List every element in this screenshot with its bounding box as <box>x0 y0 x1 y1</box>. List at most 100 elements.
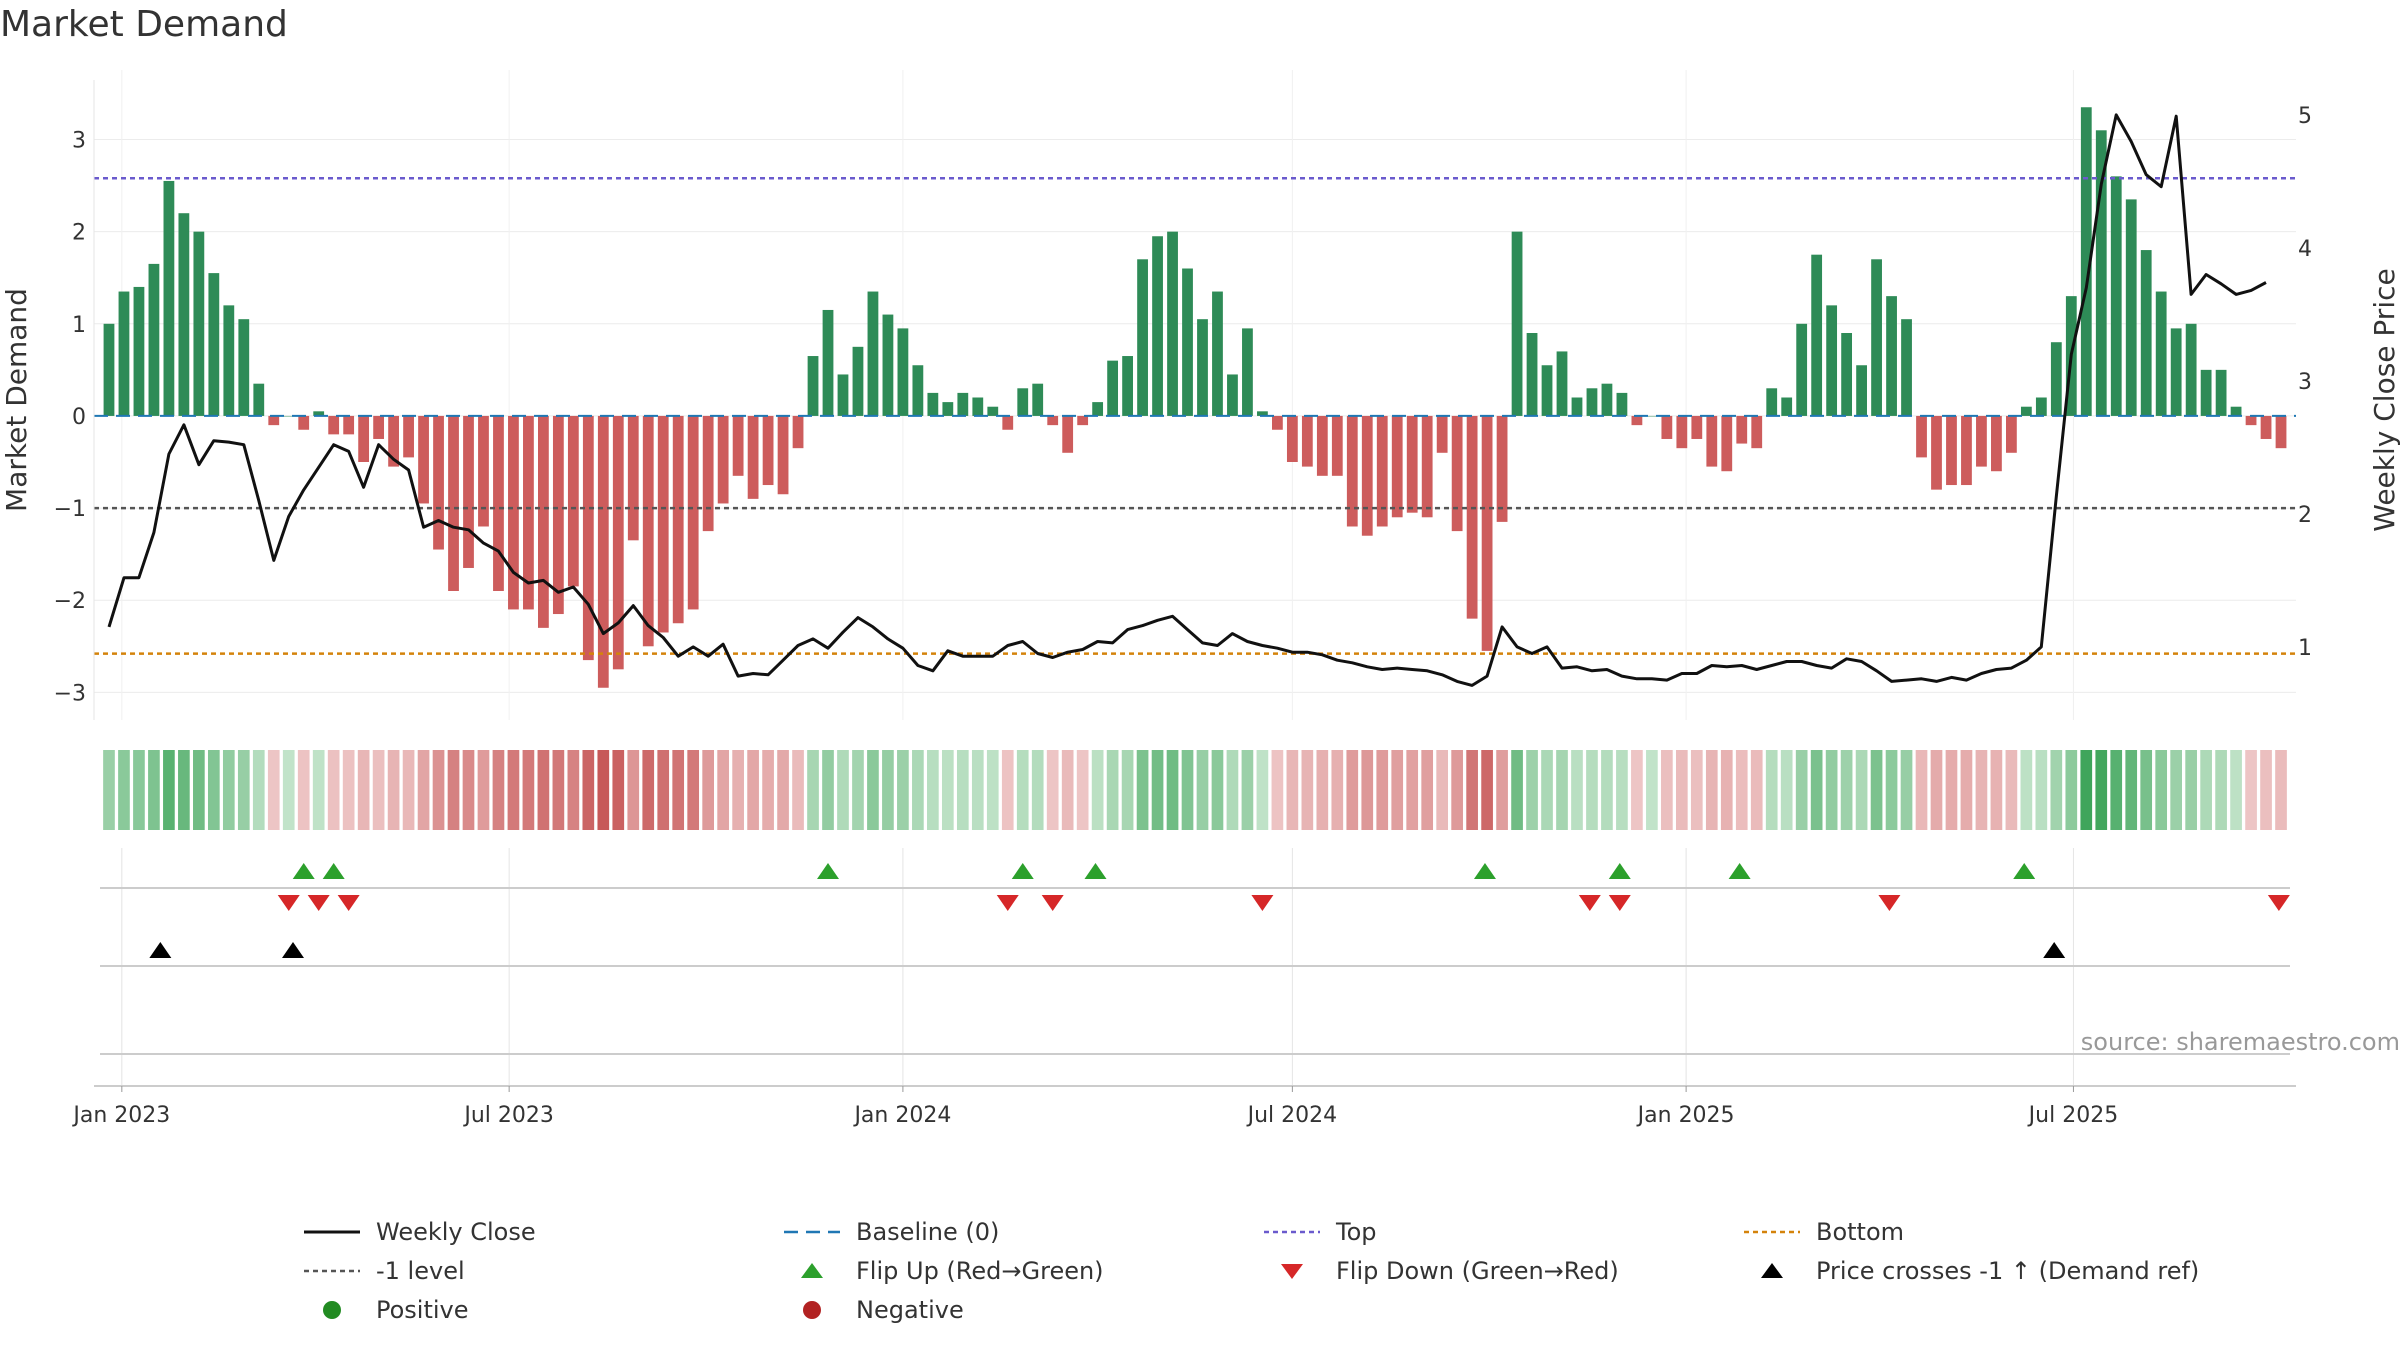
heat-cell <box>1301 750 1314 830</box>
demand-bar <box>1092 402 1104 416</box>
heat-cell <box>327 750 340 830</box>
heat-cell <box>2020 750 2033 830</box>
y-tick-label: 0 <box>72 405 86 430</box>
demand-bar <box>1931 415 1942 490</box>
flip-down-marker <box>1578 895 1601 911</box>
reference-levels <box>94 176 2296 655</box>
y-tick-label: −2 <box>54 589 86 614</box>
demand-bar <box>612 415 624 670</box>
heat-cell <box>1975 750 1988 830</box>
heat-cell <box>2200 750 2212 830</box>
demand-bar <box>2050 342 2062 416</box>
demand-bar <box>2110 176 2122 416</box>
demand-bar <box>2275 415 2287 449</box>
x-tick-label: Jul 2023 <box>462 1103 554 1128</box>
legend-item-flip-down: Flip Down (Green→Red) <box>1260 1255 1740 1286</box>
heat-cell <box>567 750 580 830</box>
demand-bar <box>1796 323 1808 416</box>
heat-cell <box>777 750 789 830</box>
demand-bar <box>1721 415 1733 472</box>
demand-bar <box>1257 411 1268 416</box>
heat-cell <box>1361 750 1374 830</box>
heat-cell <box>312 750 325 830</box>
legend-label: Flip Down (Green→Red) <box>1336 1256 1619 1285</box>
heat-cell <box>118 750 130 830</box>
demand-bar <box>2020 406 2032 416</box>
flip-down-marker <box>1251 895 1274 911</box>
demand-bar <box>1706 415 1718 467</box>
y2-tick-label: 3 <box>2298 370 2312 395</box>
flip-down-marker <box>1878 895 1901 911</box>
heat-cell <box>837 750 849 830</box>
demand-bar <box>972 397 984 416</box>
x-axis: Jan 2023 Jul 2023 Jan 2024 Jul 2024 Jan 2025… <box>71 1085 2296 1128</box>
flip-down-legend-swatch <box>1281 1263 1303 1279</box>
heat-cell <box>1211 750 1224 830</box>
axes: −3 −2 −1 0 1 2 3 1 2 3 4 5 <box>54 80 2312 720</box>
heat-cell <box>133 750 145 830</box>
demand-bar <box>927 392 939 416</box>
legend-item-minus1: -1 level <box>300 1255 780 1286</box>
price-cross-marker <box>149 942 172 958</box>
heat-cell <box>1945 750 1958 830</box>
heat-cell <box>417 750 430 830</box>
demand-bar <box>1182 268 1193 416</box>
heat-cell <box>2275 750 2287 830</box>
heat-cell <box>103 750 115 830</box>
heat-cell <box>342 750 355 830</box>
demand-bar <box>1871 259 1882 416</box>
heat-cell <box>1451 750 1463 830</box>
heat-cell <box>1016 750 1029 830</box>
heat-cell <box>1646 750 1658 830</box>
legend-item-baseline: Baseline (0) <box>780 1216 1260 1247</box>
demand-bar <box>1991 415 2002 472</box>
legend-item-flip-up: Flip Up (Red→Green) <box>780 1255 1260 1286</box>
demand-bar <box>747 415 759 499</box>
y-tick-label: −1 <box>54 497 86 522</box>
heat-cell <box>1436 750 1448 830</box>
demand-bar <box>1212 291 1223 416</box>
heat-cell <box>1795 750 1808 830</box>
heat-cell <box>912 750 924 830</box>
heat-cell <box>552 750 565 830</box>
demand-bar <box>1242 328 1253 416</box>
flip-down-marker <box>307 895 330 911</box>
demand-bar <box>2155 291 2167 416</box>
heat-cell <box>1241 750 1254 830</box>
heat-cell <box>807 750 819 830</box>
demand-bar <box>1391 415 1403 518</box>
demand-bar <box>1331 415 1343 476</box>
demand-bar <box>1751 415 1763 449</box>
demand-bar <box>717 415 729 504</box>
heat-cell <box>2230 750 2242 830</box>
demand-bar <box>1272 415 1283 430</box>
heat-cell <box>1900 750 1913 830</box>
heat-cell <box>2005 750 2018 830</box>
heat-cell <box>1780 750 1793 830</box>
demand-bar <box>1916 415 1927 458</box>
heat-cell <box>1661 750 1673 830</box>
close-legend-swatch <box>304 1230 360 1233</box>
heat-cell <box>657 750 670 830</box>
y2-tick-label: 2 <box>2298 503 2312 528</box>
heat-cell <box>2155 750 2168 830</box>
demand-bar <box>2006 415 2017 453</box>
heat-cell <box>956 750 969 830</box>
demand-bar <box>373 415 385 439</box>
heat-cell <box>2185 750 2197 830</box>
y-tick-label: −3 <box>54 681 86 706</box>
legend-item-bottom: Bottom <box>1740 1216 2260 1247</box>
demand-bar <box>1286 415 1298 462</box>
heat-cell <box>2095 750 2108 830</box>
demand-bar <box>1077 415 1089 426</box>
heat-cell <box>402 750 415 830</box>
demand-bar <box>912 365 924 416</box>
demand-bar <box>1766 388 1778 416</box>
flip-up-marker <box>817 863 839 879</box>
heat-cell <box>612 750 625 830</box>
demand-bar <box>1676 415 1688 449</box>
demand-bar <box>1107 360 1119 416</box>
weekly-close-line <box>107 113 2267 687</box>
heat-cell <box>1840 750 1853 830</box>
heat-cell <box>2035 750 2048 830</box>
